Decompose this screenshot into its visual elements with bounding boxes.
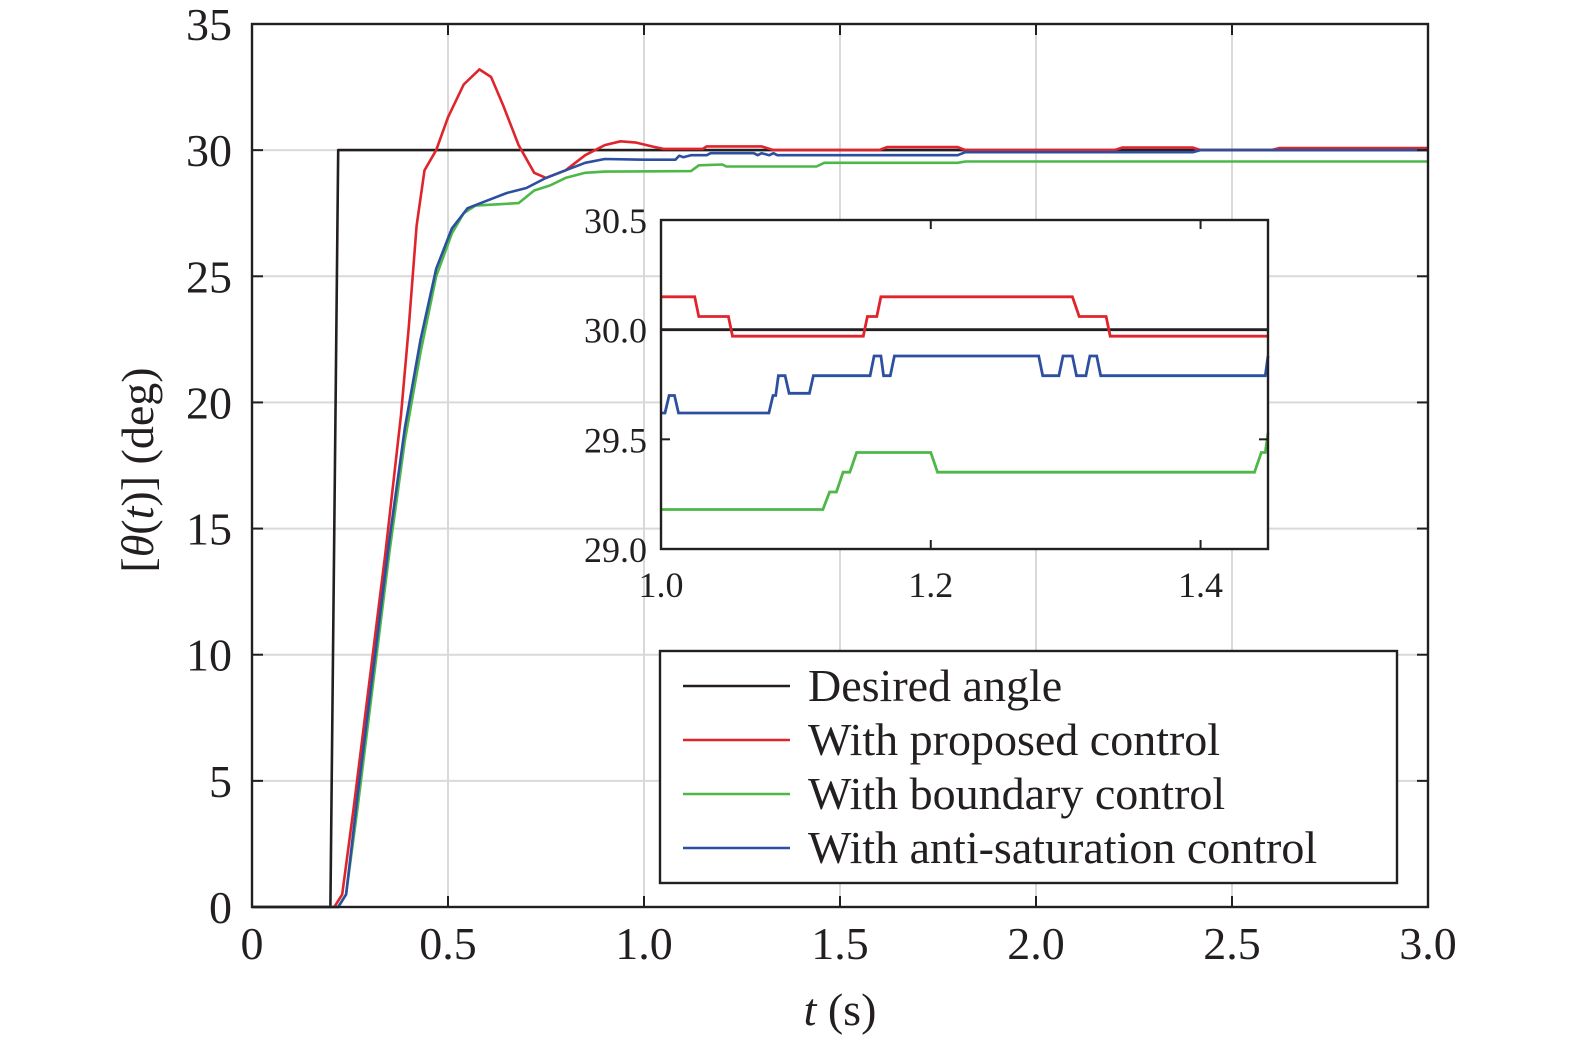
series-line-with-boundary-control (252, 160, 1428, 909)
inset-y-tick-label: 30.0 (584, 311, 647, 351)
main-series (252, 68, 1428, 909)
inset-plot: 1.0 1.2 1.4 29.0 29.5 30.0 30.5 (584, 201, 1270, 605)
x-tick-label: 0.5 (419, 918, 477, 969)
inset-frame-rect (659, 218, 1270, 551)
y-tick-label: 20 (186, 377, 232, 428)
inset-x-tick-label: 1.2 (908, 565, 953, 605)
inset-y-tick-label: 29.5 (584, 420, 647, 460)
x-tick-label: 0 (241, 918, 264, 969)
x-tick-label: 3.0 (1399, 918, 1457, 969)
inset-y-tick-label: 29.0 (584, 530, 647, 570)
inset-background (661, 220, 1268, 549)
inset-series (661, 220, 1270, 549)
y-tick-label: 5 (209, 756, 232, 807)
inset-series-line-with-boundary-control (661, 432, 1270, 511)
inset-y-tick-label: 30.5 (584, 201, 647, 241)
inset-series-line-with-proposed-control (661, 295, 1268, 338)
legend-box (658, 649, 1399, 885)
y-tick-label: 15 (186, 504, 232, 555)
x-tick-label: 1.0 (615, 918, 673, 969)
inset-x-tick-label: 1.4 (1178, 565, 1223, 605)
legend-label-with-anti-saturation-control: With anti-saturation control (808, 822, 1317, 873)
inset-x-tick-label: 1.0 (639, 565, 684, 605)
y-tick-label: 25 (186, 251, 232, 302)
x-tick-label: 2.5 (1203, 918, 1261, 969)
inset-series-line-with-anti-saturation-control (661, 354, 1270, 415)
legend-label-desired-angle: Desired angle (808, 660, 1062, 711)
inset-ticks: 1.0 1.2 1.4 29.0 29.5 30.0 30.5 (584, 201, 1268, 605)
y-tick-label: 10 (186, 630, 232, 681)
series-line-with-anti-saturation-control (252, 148, 1428, 909)
x-axis-label: t (s) (804, 984, 877, 1035)
legend-label-with-boundary-control: With boundary control (808, 768, 1225, 819)
legend-label-with-proposed-control: With proposed control (808, 714, 1220, 765)
y-tick-label: 35 (186, 0, 232, 50)
main-ticks: 0 0.5 1.0 1.5 2.0 2.5 3.0 0 5 10 15 20 25 30 35 (186, 0, 1457, 969)
x-tick-label: 2.0 (1007, 918, 1065, 969)
y-tick-label: 30 (186, 125, 232, 176)
series-line-with-proposed-control (252, 68, 1428, 909)
x-tick-label: 1.5 (811, 918, 869, 969)
y-tick-label: 0 (209, 882, 232, 933)
inset-frame (659, 218, 1270, 551)
y-axis-label: [θ(t)] (deg) (112, 367, 163, 572)
